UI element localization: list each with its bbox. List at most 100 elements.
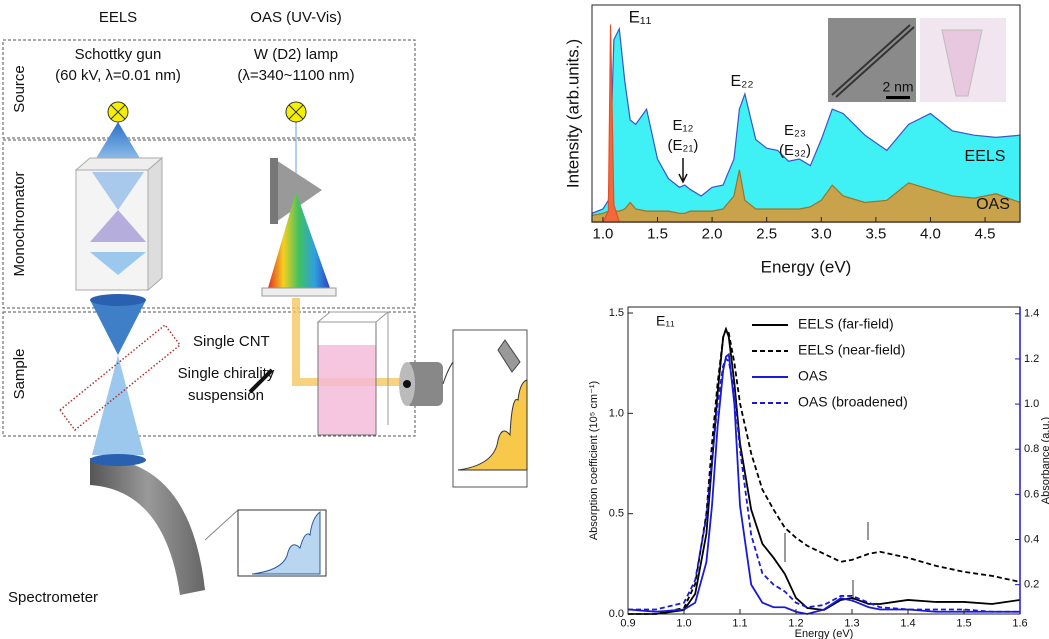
oas-optics (248, 101, 528, 488)
x-axis-label: Energy (eV) (761, 257, 852, 276)
spectrometer-label: Spectrometer (8, 589, 98, 606)
y-tick-label: 0.5 (609, 508, 624, 520)
annotation: E₁₂ (673, 117, 694, 134)
y2-tick-label: 1.4 (1024, 308, 1039, 320)
source-label: Schottky gun (75, 46, 162, 63)
y-tick-label: 0.0 (609, 608, 624, 620)
spectrometer (90, 457, 205, 595)
scale-bar (886, 96, 910, 99)
tem-tube (831, 24, 915, 98)
monochromator-box (2, 139, 416, 309)
legend-label: OAS (798, 368, 828, 384)
x-tick-label: 1.5 (647, 226, 668, 243)
y-tick-label: 1.5 (609, 307, 624, 319)
x-tick-label: 1.6 (1012, 617, 1027, 629)
suspension-label: Single chirality (178, 365, 275, 382)
cnt-label: Single CNT (193, 333, 270, 350)
row-label: Sample (11, 349, 28, 400)
annotation: E₁₁ (629, 7, 652, 26)
x-tick-label: 3.5 (865, 226, 886, 243)
y2-axis-label: Absorbance (a.u.) (1040, 417, 1049, 504)
x-tick-label: 0.9 (620, 617, 635, 629)
y-axis-label: Absorption coefficient (10⁵ cm⁻¹) (588, 381, 600, 540)
suspension (318, 345, 376, 435)
plot-frame (591, 4, 1021, 223)
box-side (147, 156, 163, 292)
annotation: E₁₁ (656, 313, 675, 329)
inset-spectrum (251, 510, 321, 575)
row-label: Source (11, 65, 28, 113)
eels-optics (58, 101, 327, 595)
y2-tick-label: 0.6 (1024, 488, 1039, 500)
beam (92, 172, 144, 210)
annotation: (E₂₁) (668, 137, 699, 154)
x-tick-label: 1.2 (788, 617, 803, 629)
source-box (2, 39, 416, 139)
inset-spectrum (457, 379, 528, 471)
area (591, 169, 1021, 223)
x-tick-label: 1.5 (956, 617, 971, 629)
prism (276, 160, 322, 222)
y-axis-label: Intensity (arb.units.) (563, 39, 582, 188)
slit (261, 287, 337, 297)
y2-tick-label: 0.8 (1024, 443, 1039, 455)
source-label: (60 kV, λ=0.01 nm) (55, 67, 181, 84)
beam (92, 122, 144, 165)
lamp-cross (110, 104, 126, 120)
x-tick-label: 3.0 (811, 226, 832, 243)
suspension-label: suspension (188, 387, 264, 404)
prism (90, 210, 146, 242)
beam (92, 355, 144, 455)
arrow (678, 158, 688, 184)
vial (941, 29, 983, 97)
area (591, 26, 1021, 223)
detector-aperture (403, 380, 411, 388)
source-label: W (D2) lamp (254, 46, 338, 63)
x-axis-label: Energy (eV) (795, 628, 854, 639)
beam (90, 252, 146, 275)
annotation: 2 nm (882, 79, 913, 95)
x-tick-label: 4.5 (975, 226, 996, 243)
annotation: EELS (965, 148, 1006, 165)
lens (90, 294, 146, 306)
prism-mount (270, 158, 278, 224)
x-tick-label: 2.5 (756, 226, 777, 243)
detector (405, 362, 443, 406)
line (628, 327, 1021, 615)
annotation: E₂₂ (730, 73, 753, 90)
legend-label: OAS (broadened) (798, 394, 908, 410)
line (628, 326, 1021, 615)
mirror (248, 368, 274, 394)
y2-tick-label: 1.2 (1024, 353, 1039, 365)
connector (204, 509, 239, 541)
lamp-cross (288, 104, 304, 120)
spectrum-cone (268, 192, 330, 288)
x-tick-label: 1.0 (592, 226, 613, 243)
legend-label: EELS (near-field) (798, 342, 905, 358)
source-label: (λ=340~1100 nm) (237, 67, 354, 84)
legend-label: EELS (far-field) (798, 316, 894, 332)
column-title: OAS (UV-Vis) (250, 9, 341, 26)
y2-tick-label: 0.2 (1024, 579, 1039, 591)
row-label: Monochromator (11, 171, 28, 276)
annotation: OAS (976, 196, 1010, 213)
schematic (2, 39, 416, 437)
beam (90, 300, 146, 355)
line (627, 352, 1020, 615)
sample-box (2, 311, 416, 437)
annotation: (E₃₂) (779, 142, 811, 159)
cuvette-top (316, 311, 390, 323)
x-tick-label: 4.0 (920, 226, 941, 243)
peak-marker (784, 522, 869, 602)
x-tick-label: 2.0 (702, 226, 723, 243)
column-title: EELS (99, 9, 137, 26)
x-tick-label: 1.1 (732, 617, 747, 629)
box-top (74, 157, 164, 171)
x-tick-label: 1.4 (900, 617, 915, 629)
y2-tick-label: 1.0 (1024, 398, 1039, 410)
annotation: E₂₃ (784, 122, 806, 139)
lens (90, 454, 146, 466)
x-tick-label: 1.3 (844, 617, 859, 629)
probe (497, 339, 521, 373)
